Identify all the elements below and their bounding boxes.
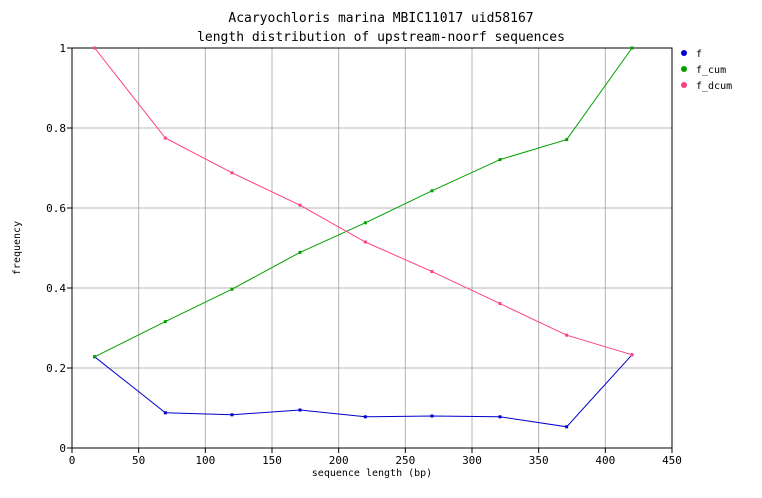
legend-label: f bbox=[696, 49, 702, 60]
data-point bbox=[93, 46, 97, 50]
x-tick-label: 450 bbox=[662, 454, 682, 467]
y-tick-label: 1 bbox=[59, 42, 66, 55]
data-point bbox=[363, 415, 367, 419]
series-f-dcum bbox=[93, 46, 634, 357]
x-tick-label: 150 bbox=[262, 454, 282, 467]
data-point bbox=[498, 415, 502, 419]
plot-frame bbox=[71, 47, 673, 449]
data-point bbox=[163, 136, 167, 140]
legend-marker bbox=[681, 50, 687, 56]
x-tick-label: 350 bbox=[529, 454, 549, 467]
data-point bbox=[430, 270, 434, 274]
legend-label: f_dcum bbox=[696, 81, 732, 92]
y-tick-label: 0.2 bbox=[46, 362, 66, 375]
data-point bbox=[565, 138, 569, 142]
y-tick-label: 0.8 bbox=[46, 122, 66, 135]
data-point bbox=[498, 302, 502, 306]
legend-item: f bbox=[681, 49, 702, 60]
legend-marker bbox=[681, 66, 687, 72]
x-axis-label: sequence length (bp) bbox=[312, 468, 432, 479]
x-tick-label: 250 bbox=[395, 454, 415, 467]
series-group bbox=[93, 46, 634, 429]
y-tick-label: 0 bbox=[59, 442, 66, 455]
series-f bbox=[93, 353, 634, 429]
legend-item: f_cum bbox=[681, 65, 726, 76]
y-axis-ticks: 0 0.2 0.4 0.6 0.8 1 bbox=[46, 42, 72, 455]
y-tick-label: 0.4 bbox=[46, 282, 66, 295]
chart-subtitle: length distribution of upstream-noorf se… bbox=[197, 30, 565, 45]
data-point bbox=[630, 46, 634, 50]
x-tick-label: 50 bbox=[132, 454, 145, 467]
data-point bbox=[93, 355, 97, 359]
chart-title: Acaryochloris marina MBIC11017 uid58167 bbox=[228, 11, 533, 26]
y-axis-label: frequency bbox=[12, 221, 23, 275]
data-point bbox=[565, 425, 569, 429]
data-point bbox=[630, 353, 634, 357]
data-point bbox=[565, 333, 569, 337]
grid bbox=[71, 47, 673, 449]
series-line bbox=[94, 354, 633, 428]
data-point bbox=[430, 414, 434, 418]
x-tick-label: 300 bbox=[462, 454, 482, 467]
data-point bbox=[230, 171, 234, 175]
y-tick-label: 0.6 bbox=[46, 202, 66, 215]
legend-marker bbox=[681, 82, 687, 88]
data-point bbox=[363, 240, 367, 244]
data-point bbox=[230, 287, 234, 291]
x-tick-label: 100 bbox=[195, 454, 215, 467]
data-point bbox=[430, 189, 434, 193]
data-point bbox=[163, 411, 167, 415]
data-point bbox=[298, 408, 302, 412]
data-point bbox=[363, 221, 367, 225]
x-axis-ticks: 0 50 100 150 200 250 300 350 400 450 bbox=[69, 448, 682, 467]
series-f-cum bbox=[93, 46, 634, 359]
series-line bbox=[94, 47, 633, 356]
legend-label: f_cum bbox=[696, 65, 726, 76]
legend-item: f_dcum bbox=[681, 81, 732, 92]
data-point bbox=[230, 413, 234, 417]
legend: f f_cum f_dcum bbox=[681, 49, 732, 92]
data-point bbox=[498, 158, 502, 162]
x-tick-label: 200 bbox=[329, 454, 349, 467]
data-point bbox=[163, 320, 167, 324]
data-point bbox=[298, 250, 302, 254]
x-tick-label: 400 bbox=[595, 454, 615, 467]
data-point bbox=[298, 203, 302, 207]
x-tick-label: 0 bbox=[69, 454, 76, 467]
series-line bbox=[94, 47, 633, 358]
